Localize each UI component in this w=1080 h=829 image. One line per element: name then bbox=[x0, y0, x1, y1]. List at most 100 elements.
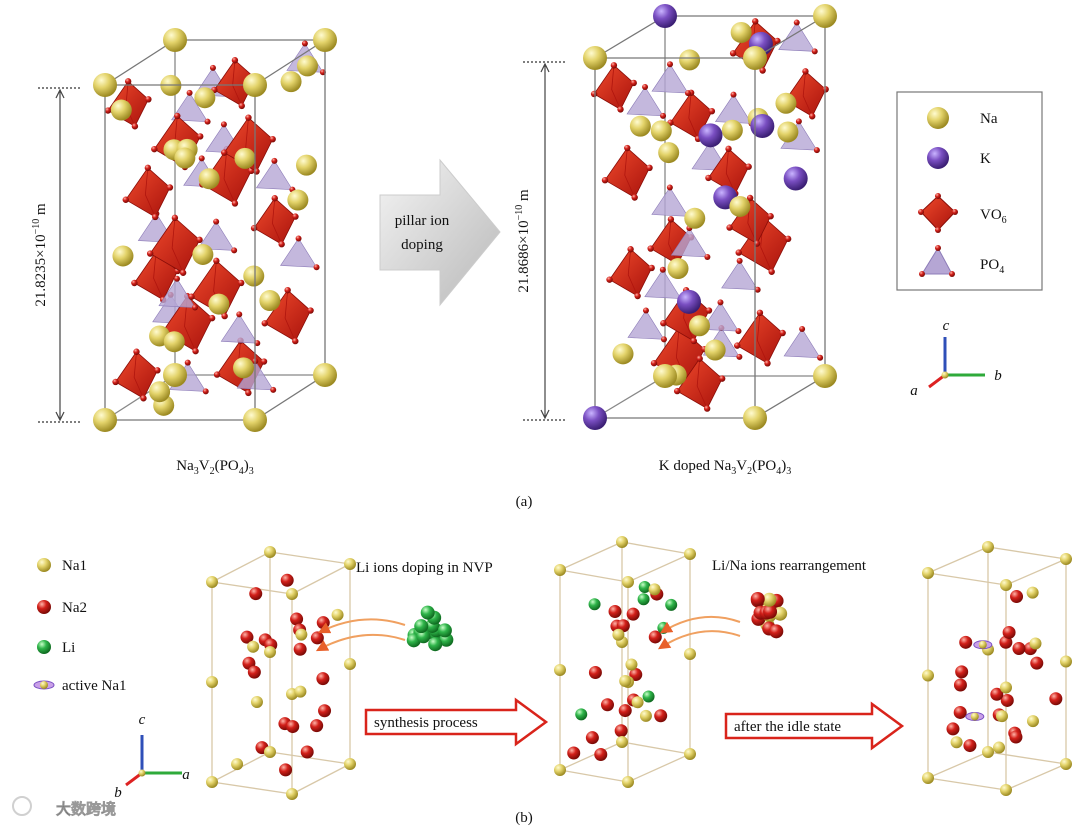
atom bbox=[286, 588, 298, 600]
vo6-edge bbox=[725, 148, 736, 194]
atom bbox=[650, 120, 672, 142]
atom bbox=[802, 68, 809, 75]
atom bbox=[144, 164, 152, 172]
atom bbox=[619, 675, 632, 688]
atom bbox=[817, 354, 824, 361]
atom bbox=[993, 741, 1006, 754]
atom bbox=[676, 289, 701, 314]
formula-part: (PO bbox=[752, 458, 776, 474]
axis-label: c bbox=[943, 318, 950, 334]
atom bbox=[1060, 758, 1072, 770]
arrow-label: pillar ion bbox=[395, 213, 450, 229]
atom bbox=[428, 637, 443, 652]
legend-label: Na1 bbox=[62, 558, 87, 574]
vo6-edge bbox=[802, 71, 813, 117]
atom bbox=[654, 709, 668, 723]
atom bbox=[1009, 730, 1023, 744]
atom bbox=[950, 736, 963, 749]
atom bbox=[653, 364, 677, 388]
atom bbox=[287, 189, 309, 211]
atom bbox=[647, 245, 654, 252]
atom bbox=[624, 144, 631, 152]
atom bbox=[1060, 655, 1072, 668]
vo6-octahedron bbox=[593, 64, 635, 110]
artwork bbox=[33, 4, 1072, 800]
atom bbox=[1026, 586, 1039, 599]
atom bbox=[313, 28, 337, 52]
legend-label: K bbox=[980, 151, 991, 167]
cell-edge bbox=[211, 551, 271, 583]
formula-part: V bbox=[199, 458, 210, 474]
cell-edge bbox=[927, 751, 989, 779]
atom bbox=[746, 194, 754, 202]
atom bbox=[152, 213, 159, 221]
vo6-octahedron bbox=[608, 248, 653, 297]
atom bbox=[927, 107, 949, 129]
atom bbox=[198, 155, 205, 162]
atom bbox=[221, 312, 228, 320]
vo6-edge bbox=[668, 219, 678, 265]
atom bbox=[935, 245, 941, 251]
atom bbox=[140, 395, 147, 402]
formula-part: VO bbox=[980, 207, 1002, 223]
atom bbox=[197, 133, 204, 140]
atom bbox=[627, 246, 634, 253]
atom bbox=[271, 195, 278, 202]
cell-edge bbox=[594, 15, 666, 59]
atom bbox=[667, 216, 675, 223]
po4-tetrahedron bbox=[778, 22, 816, 52]
atom bbox=[953, 678, 967, 692]
atom bbox=[292, 213, 299, 220]
atom bbox=[730, 91, 737, 98]
atom bbox=[696, 355, 703, 362]
dim-unit: m bbox=[516, 189, 532, 205]
atom bbox=[259, 290, 281, 312]
formula-left: Na3V2(PO4)3 bbox=[176, 458, 254, 477]
atom bbox=[300, 745, 314, 759]
atom bbox=[138, 769, 146, 777]
arrow-label: synthesis process bbox=[374, 715, 478, 731]
atom bbox=[1000, 784, 1012, 796]
atom bbox=[163, 363, 187, 387]
atom bbox=[231, 758, 244, 771]
po4-tetrahedron bbox=[721, 260, 759, 291]
atom bbox=[194, 87, 216, 109]
atom bbox=[206, 576, 218, 588]
cell-edge bbox=[559, 741, 623, 771]
doping-path bbox=[317, 618, 406, 634]
atom bbox=[313, 264, 320, 271]
formula-part: Na bbox=[176, 458, 194, 474]
legend-label: PO4 bbox=[980, 257, 1004, 276]
atom bbox=[799, 325, 806, 332]
dim-arrow bbox=[55, 88, 65, 422]
atom bbox=[233, 357, 255, 379]
atom bbox=[614, 724, 628, 738]
atom bbox=[280, 71, 302, 93]
atom bbox=[554, 564, 566, 576]
atom bbox=[705, 174, 712, 182]
atom bbox=[344, 558, 356, 570]
atom bbox=[231, 200, 239, 207]
atom bbox=[922, 669, 934, 682]
atom bbox=[684, 648, 696, 660]
doping-arrow bbox=[379, 158, 501, 307]
atom bbox=[935, 227, 941, 233]
watermark: 大数跨境 bbox=[56, 800, 116, 818]
subscript: 6 bbox=[1002, 215, 1007, 226]
cell-edge bbox=[269, 551, 351, 565]
atom bbox=[946, 722, 960, 736]
atom bbox=[735, 249, 742, 256]
cell-edge bbox=[291, 763, 351, 795]
atom bbox=[264, 646, 276, 658]
po4-tetrahedron bbox=[171, 92, 209, 123]
atom bbox=[650, 359, 658, 367]
atom bbox=[318, 704, 332, 718]
atom bbox=[37, 640, 51, 654]
vo6-edge bbox=[171, 217, 184, 273]
atom bbox=[690, 337, 697, 345]
atom bbox=[243, 73, 267, 97]
atom bbox=[673, 387, 681, 395]
atom bbox=[629, 668, 643, 682]
atom bbox=[705, 307, 713, 314]
vo6-edge bbox=[611, 65, 621, 110]
